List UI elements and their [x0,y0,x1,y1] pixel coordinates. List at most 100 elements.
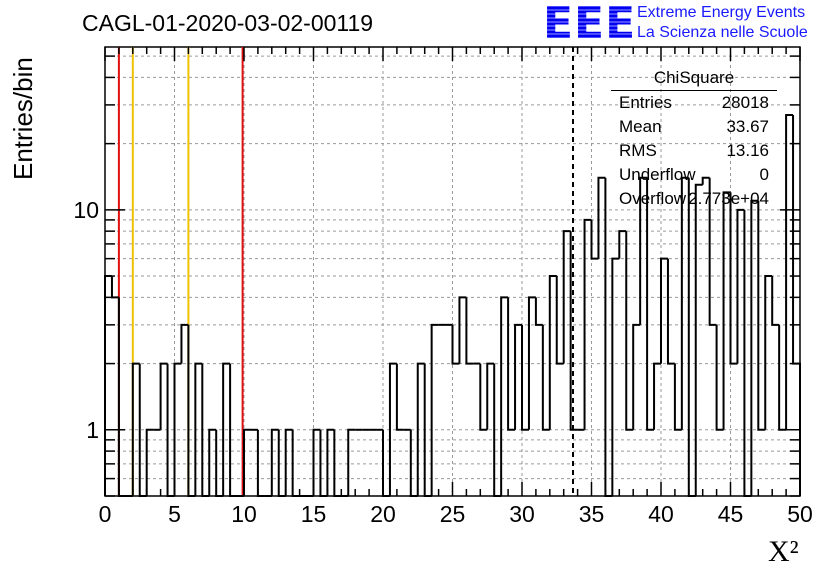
histogram-bin [388,362,397,496]
stats-row-rms: RMS 13.16 [611,139,777,163]
stats-value: 28018 [721,93,769,112]
x-axis-label: X² [768,535,799,568]
eee-logo: EEE [543,0,637,49]
histogram-bin [312,428,321,496]
histogram-bin [319,429,328,497]
stats-key: Overflow [619,189,687,208]
reference-lines [117,47,575,496]
histogram-bin [479,363,488,431]
histogram-bin [465,297,474,365]
x-tick-label: 5 [168,501,181,527]
histogram-bin [166,363,175,497]
stats-value: 33.67 [726,117,769,136]
stats-row-entries: Entries 28018 [611,91,777,115]
x-tick-label: 35 [579,501,605,527]
histogram-bin [604,177,613,497]
histogram-bin [500,296,509,496]
stats-key: Underflow [619,165,696,184]
tick-labels: 0 5 10 15 20 25 30 35 40 45 50 1 10 [73,197,812,527]
histogram-bin [548,275,557,430]
histogram-bin [430,323,439,496]
histogram-bin [514,323,522,430]
stats-row-overflow: Overflow 2.773e+04 [611,187,777,211]
histogram-bin [597,176,606,259]
stats-value: 0 [759,165,769,184]
histogram-bin [277,429,286,497]
stats-value: 2.773e+04 [688,189,769,208]
histogram-bin [618,230,627,259]
stats-key: Mean [619,117,662,136]
histogram-bin [110,276,119,299]
histogram-bin [145,428,154,496]
histogram-bin [680,176,689,430]
histogram-bin [611,257,620,496]
histogram-bin [722,191,731,430]
histogram-bin [117,297,126,497]
stats-key: Entries [619,93,672,112]
histogram-bin [639,176,648,325]
histogram-bin [660,257,668,364]
histogram-bin [347,428,356,496]
histogram-bin [715,324,724,431]
histogram-bin [527,296,536,430]
histogram-bin [222,362,231,496]
histogram-bin [590,219,599,260]
x-tick-label: 15 [301,501,327,527]
axis-ticks [104,47,801,497]
histogram-bin [541,324,550,431]
histogram-bin [708,177,717,326]
histogram-bin [673,363,682,431]
logo-text-line1: Extreme Energy Events [637,4,806,21]
histogram-bin [653,362,661,430]
grid [105,47,800,496]
stats-key: RMS [619,141,657,160]
histogram-bin [180,323,189,364]
histogram-bin [750,199,759,496]
y-tick-label: 10 [73,197,99,223]
x-tick-label: 20 [370,501,396,527]
histogram-bin [625,231,634,431]
histogram-bin [729,192,738,365]
histogram-bin [757,200,766,431]
histogram-bin [187,324,196,497]
x-tick-label: 30 [509,501,535,527]
x-tick-label: 10 [231,501,257,527]
histogram-bin [458,296,467,364]
stats-value: 13.16 [726,141,769,160]
histogram-bin [555,276,564,365]
histogram-bin [562,230,571,364]
histogram-bin [486,362,495,430]
histogram-bin [333,429,342,497]
histogram-bin [243,428,251,496]
histogram-bin [291,429,300,497]
histogram-bin [778,324,787,431]
histogram-bin [138,363,147,497]
histogram-bin [521,324,529,431]
histogram-bin [701,176,710,185]
histogram-bin [569,231,578,431]
histogram-bin [131,362,140,496]
stats-row-mean: Mean 33.67 [611,115,777,139]
histogram-bin [451,324,460,365]
histogram-bin [416,362,425,496]
histogram-bin [666,258,675,365]
x-tick-label: 45 [718,501,744,527]
y-axis-label: Entries/bin [8,57,38,180]
histogram-bin [646,177,655,431]
histogram-bin [785,113,794,430]
histogram-bin [270,428,279,496]
histogram-bin [194,362,203,496]
stats-title: ChiSquare [611,68,777,91]
histogram-bin [159,362,168,430]
x-tick-label: 50 [787,501,813,527]
histogram-bars [104,113,801,497]
histogram-bin [507,297,516,431]
histogram-bin [534,297,543,326]
x-tick-label: 25 [440,501,466,527]
stats-box: ChiSquare Entries 28018 Mean 33.67 RMS 1… [611,68,777,211]
histogram-bin [284,428,293,496]
stats-row-underflow: Underflow 0 [611,163,777,187]
histogram-bin [771,276,780,326]
histogram-bin [173,362,182,496]
